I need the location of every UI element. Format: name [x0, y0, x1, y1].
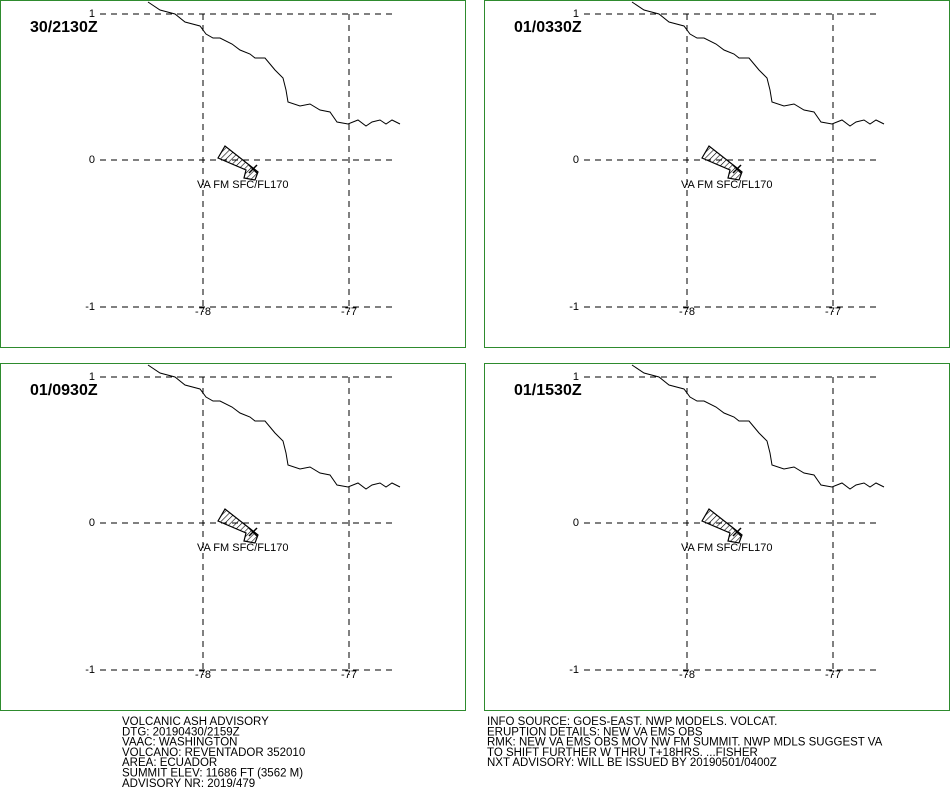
panel-frame: [0, 363, 466, 711]
longitude-label: -78: [679, 306, 695, 318]
ash-area: [701, 145, 743, 181]
longitude-label: -78: [679, 669, 695, 681]
advisory-line: DTG: 20190430/2159Z: [122, 726, 240, 738]
valid-time: 30/2130Z: [30, 19, 98, 36]
advisory-line: AREA: ECUADOR: [122, 757, 217, 769]
longitude-label: -77: [825, 669, 841, 681]
latitude-label: -1: [569, 664, 579, 676]
latitude-label: 0: [573, 154, 579, 166]
longitude-label: -78: [195, 669, 211, 681]
volcano-marker: [732, 164, 742, 174]
longitude-label: -77: [341, 306, 357, 318]
latitude-label: -1: [569, 301, 579, 313]
ash-area: [217, 508, 259, 544]
ash-label: VA FM SFC/FL170: [197, 542, 289, 554]
map-panel: 1 0 -1 -78 -77 01/1530Z VA FM SFC/FL170: [484, 363, 950, 711]
panel-frame: [0, 0, 466, 348]
map-panel: 1 0 -1 -78 -77 01/0930Z VA FM SFC/FL170: [0, 363, 466, 711]
advisory-line: TO SHIFT FURTHER W THRU T+18HRS. ...FISH…: [487, 747, 758, 759]
valid-time: 01/1530Z: [514, 382, 582, 399]
advisory-line: RMK: NEW VA EMS OBS MOV NW FM SUMMIT. NW…: [487, 737, 883, 749]
coastline: [631, 1, 885, 127]
ash-label: VA FM SFC/FL170: [681, 542, 773, 554]
volcano-marker: [248, 527, 258, 537]
longitude-label: -78: [195, 306, 211, 318]
valid-time: 01/0330Z: [514, 19, 582, 36]
map-panel: 1 0 -1 -78 -77 30/2130Z VA FM SFC/FL170: [0, 0, 466, 348]
panel-frame: [484, 363, 950, 711]
ash-label: VA FM SFC/FL170: [197, 179, 289, 191]
advisory-line: VAAC: WASHINGTON: [122, 737, 237, 749]
latitude-label: -1: [85, 301, 95, 313]
latitude-label: 0: [89, 517, 95, 529]
panel-frame: [484, 0, 950, 348]
volcano-marker: [732, 527, 742, 537]
latitude-label: -1: [85, 664, 95, 676]
longitude-label: -77: [341, 669, 357, 681]
latitude-label: 0: [573, 517, 579, 529]
advisory-line: NXT ADVISORY: WILL BE ISSUED BY 20190501…: [487, 757, 777, 769]
advisory-line: VOLCANO: REVENTADOR 352010: [122, 747, 305, 759]
advisory-line: VOLCANIC ASH ADVISORY: [122, 716, 269, 728]
ash-area: [701, 508, 743, 544]
advisory-line: SUMMIT ELEV: 11686 FT (3562 M): [122, 768, 303, 780]
latitude-label: 1: [89, 8, 95, 20]
volcano-marker: [248, 164, 258, 174]
latitude-label: 0: [89, 154, 95, 166]
coastline: [147, 1, 401, 127]
latitude-label: 1: [89, 371, 95, 383]
coastline: [147, 364, 401, 490]
valid-time: 01/0930Z: [30, 382, 98, 399]
advisory-line: ADVISORY NR: 2019/479: [122, 778, 255, 790]
advisory-line: INFO SOURCE: GOES-EAST. NWP MODELS. VOLC…: [487, 716, 777, 728]
ash-label: VA FM SFC/FL170: [681, 179, 773, 191]
longitude-label: -77: [825, 306, 841, 318]
latitude-label: 1: [573, 8, 579, 20]
coastline: [631, 364, 885, 490]
map-panel: 1 0 -1 -78 -77 01/0330Z VA FM SFC/FL170: [484, 0, 950, 348]
advisory-line: ERUPTION DETAILS: NEW VA EMS OBS: [487, 726, 703, 738]
latitude-label: 1: [573, 371, 579, 383]
ash-area: [217, 145, 259, 181]
